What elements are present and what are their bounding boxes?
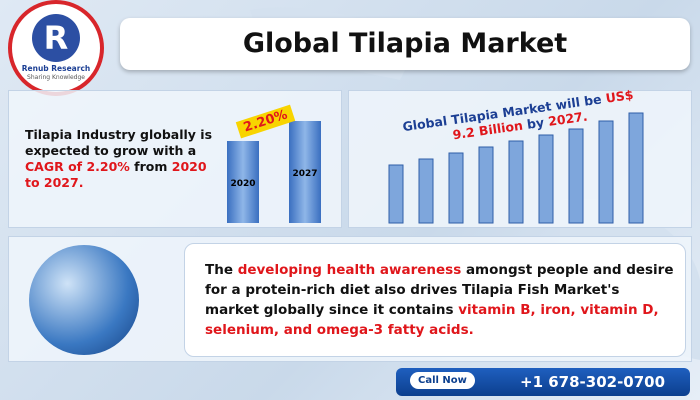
phone[interactable]: +1 678-302-0700 — [520, 373, 666, 391]
bar — [628, 112, 644, 224]
text-segment: The — [205, 262, 238, 278]
logo-tagline: Sharing Knowledge — [27, 74, 85, 81]
growth-panel: Tilapia Industry globally is expected to… — [8, 90, 342, 228]
growth-text: Tilapia Industry globally is expected to… — [25, 127, 215, 191]
bar-label: 2020 — [230, 179, 256, 189]
bar-label: 2027 — [292, 169, 318, 179]
bar-2020: 2020 — [227, 141, 259, 223]
description-text: The developing health awareness amongst … — [205, 260, 675, 340]
text-segment: Tilapia Industry globally is expected to… — [25, 127, 213, 158]
bar — [598, 120, 614, 224]
description-panel: The developing health awareness amongst … — [8, 236, 692, 362]
text-segment: amongst people and desire for a protein-… — [205, 262, 674, 318]
bar — [448, 152, 464, 224]
text-segment: from — [129, 159, 172, 174]
description-box: The developing health awareness amongst … — [184, 243, 686, 357]
bar — [508, 140, 524, 224]
text-segment: CAGR of 2.20% — [25, 159, 130, 174]
bar — [538, 134, 554, 224]
logo: R Renub Research Sharing Knowledge — [8, 0, 104, 96]
call-label[interactable]: Call Now — [410, 372, 475, 389]
text-segment: 2020 to 2027. — [25, 159, 207, 190]
rate-label: 2.20% — [235, 104, 296, 139]
title-banner: Global Tilapia Market — [120, 18, 690, 70]
text-segment: vitamin B, iron, vitamin D, selenium, an… — [205, 302, 659, 338]
logo-name: Renub Research — [21, 64, 91, 73]
text-segment: developing health awareness — [237, 262, 462, 278]
bar-2027: 2027 — [289, 121, 321, 223]
bar — [388, 164, 404, 224]
globe — [29, 245, 139, 355]
market-panel: Global Tilapia Market will be US$ 9.2 Bi… — [348, 87, 692, 228]
title: Global Tilapia Market — [242, 28, 568, 59]
market-bars — [388, 112, 644, 224]
bar — [568, 128, 584, 224]
logo-mark: R — [32, 14, 80, 62]
bar — [478, 146, 494, 224]
bar — [418, 158, 434, 224]
call-bar[interactable]: Call Now +1 678-302-0700 — [396, 368, 690, 396]
